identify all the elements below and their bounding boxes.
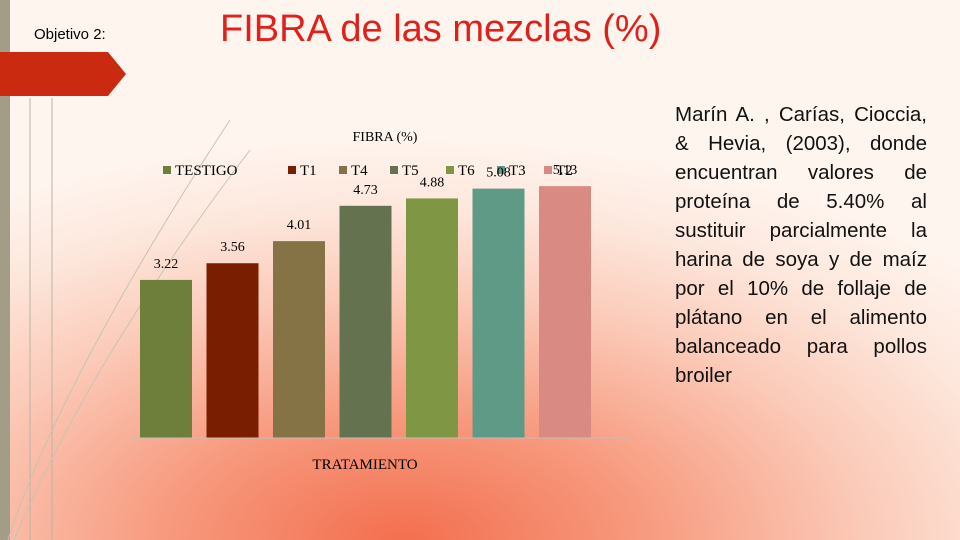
chart-legend: TESTIGO T1 T4 T5 T6 T3 T2 [163,163,573,179]
bar-testigo [140,279,192,438]
objective-label: Objetivo 2: [34,26,106,43]
data-label-t2: 5.13 [553,163,578,178]
x-axis-label: TRATAMIENTO [312,457,417,473]
data-label-t3: 5.08 [486,166,511,181]
legend-label-t6: T6 [458,163,475,179]
slide-title: FIBRA de las mezclas (%) [220,8,662,50]
bar-t1 [206,263,259,438]
legend-label-t4: T4 [351,163,368,179]
legend-swatch-t3 [497,166,505,174]
left-accent-strip [0,0,10,540]
fiber-bar-chart: FIBRA (%) TESTIGO T1 T4 T5 T6 T3 T2 3.22 3.56 4.… [130,130,630,473]
data-label-t1: 3.56 [220,240,245,255]
data-label-t5: 4.73 [353,183,378,198]
legend-swatch-t1 [288,166,296,174]
bar-t6 [406,198,458,438]
objective-tab-marker [0,52,126,96]
bar-t4 [273,241,325,438]
legend-label-t1: T1 [300,163,317,179]
bar-t5 [339,205,392,438]
legend-label-t5: T5 [402,163,419,179]
legend-swatch-t6 [446,166,454,174]
bar-t3 [472,188,525,438]
reference-paragraph: Marín A. , Carías, Cioccia, & Hevia, (20… [675,103,927,387]
data-label-testigo: 3.22 [154,257,179,272]
legend-label-testigo: TESTIGO [175,163,238,179]
legend-label-t2: T2 [556,163,573,179]
legend-swatch-t2 [544,166,552,174]
legend-swatch-testigo [163,166,171,174]
chart-bars: 3.22 3.56 4.01 4.73 4.88 5.08 5.13 [140,163,591,438]
legend-label-t3: T3 [509,163,526,179]
legend-swatch-t4 [339,166,347,174]
chart-title: FIBRA (%) [353,130,418,145]
data-label-t4: 4.01 [287,218,312,233]
bar-t2 [539,186,591,438]
legend-swatch-t5 [390,166,398,174]
data-label-t6: 4.88 [420,175,445,190]
decorative-lines [7,98,251,540]
